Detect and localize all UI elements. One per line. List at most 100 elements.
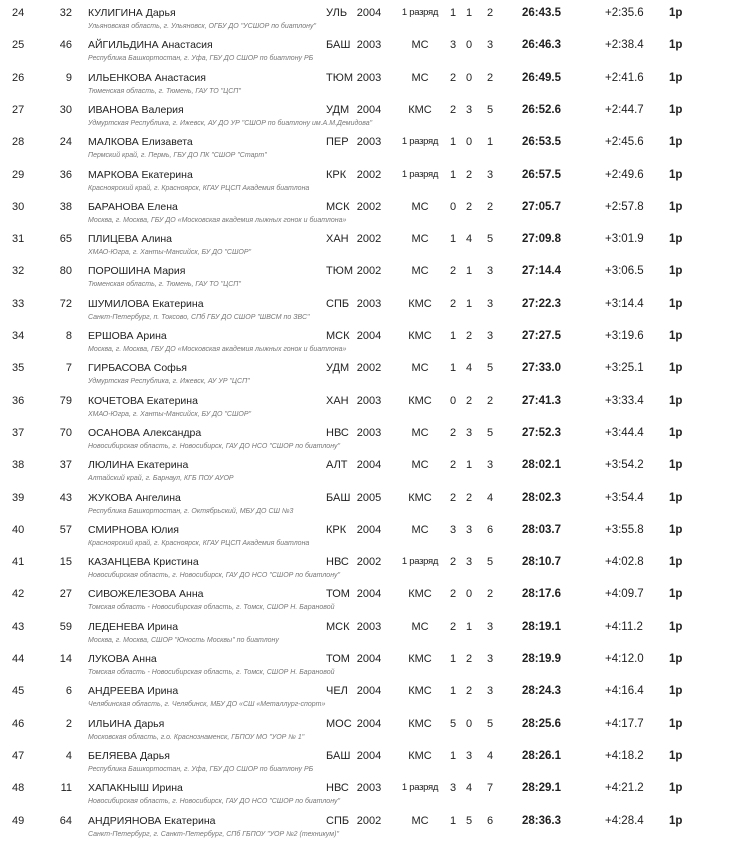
- shooting-1: 2: [449, 620, 457, 633]
- athlete-name: ГИРБАСОВА Софья: [88, 362, 187, 375]
- athlete-organization: Санкт-Петербург, п. Токсово, СПб ГБУ ДО …: [88, 313, 310, 321]
- time-behind: +4:02.8: [605, 556, 644, 569]
- shooting-total: 3: [486, 330, 494, 342]
- result-row: 45 6 АНДРЕЕВА Ирина ЧЕЛ 2004 КМС 1 2 3 28:24.3 +4:…: [0, 684, 750, 716]
- birth-year: 2004: [356, 685, 382, 698]
- finish-time: 28:10.7: [522, 556, 562, 569]
- time-behind: +4:11.2: [605, 620, 643, 633]
- finish-time: 26:43.5: [522, 7, 562, 19]
- result-row: 49 64 АНДРИЯНОВА Екатерина СПБ 2002 МС 1 5 6 28:3…: [0, 814, 750, 846]
- result-row: 46 2 ИЛЬИНА Дарья МОС 2004 КМС 5 0 5 28:25.6 +4:17…: [0, 717, 750, 749]
- shooting-1: 1: [449, 362, 457, 375]
- shooting-total: 3: [486, 297, 494, 310]
- athlete-name: ХАПАКНЫШ Ирина: [88, 782, 183, 795]
- region-code: УЛЬ: [326, 7, 348, 19]
- birth-year: 2005: [356, 491, 382, 504]
- time-behind: +2:38.4: [605, 39, 644, 52]
- shooting-1: 2: [449, 71, 457, 84]
- result-row: 39 43 ЖУКОВА Ангелина БАШ 2005 КМС 2 2 4 28:02.3 +…: [0, 491, 750, 523]
- region-code: ТЮМ: [326, 265, 353, 278]
- athlete-name: ОСАНОВА Александра: [88, 426, 202, 439]
- region-code: КРК: [326, 523, 347, 536]
- qualification: 1р: [669, 136, 683, 149]
- region-code: БАШ: [326, 749, 351, 762]
- result-row: 30 38 БАРАНОВА Елена МСК 2002 МС 0 2 2 27:05.7 +2:…: [0, 200, 750, 232]
- athlete-name: ПОРОШИНА Мария: [88, 265, 186, 278]
- athlete-name: ПЛИЦЕВА Алина: [88, 233, 172, 246]
- shooting-2: 2: [465, 394, 473, 407]
- finish-time: 28:02.3: [522, 491, 562, 504]
- shooting-2: 3: [465, 426, 473, 439]
- sport-rank: 1 разряд: [401, 7, 439, 18]
- qualification: 1р: [669, 39, 683, 52]
- region-code: БАШ: [326, 39, 351, 52]
- time-behind: +3:55.8: [605, 523, 644, 536]
- shooting-1: 1: [449, 7, 457, 19]
- athlete-organization: Москва, г. Москва, ГБУ ДО «Московская ак…: [88, 346, 347, 353]
- time-behind: +4:09.7: [605, 588, 644, 601]
- result-row: 34 8 ЕРШОВА Арина МСК 2004 КМС 1 2 3 27:27.5 +3:19…: [0, 329, 750, 361]
- time-behind: +2:35.6: [605, 7, 644, 19]
- athlete-name: ЛЮЛИНА Екатерина: [88, 459, 189, 472]
- qualification: 1р: [669, 685, 683, 698]
- time-behind: +3:06.5: [605, 265, 644, 278]
- shooting-2: 3: [465, 556, 473, 569]
- bib-cell: 37: [59, 459, 72, 472]
- sport-rank: КМС: [408, 653, 432, 665]
- time-behind: +2:45.6: [605, 136, 644, 149]
- place-cell: 41: [12, 556, 25, 569]
- birth-year: 2002: [356, 168, 382, 181]
- athlete-organization: Москва, г. Москва, ГБУ ДО «Московская ак…: [88, 216, 347, 224]
- time-behind: +3:54.2: [605, 459, 644, 472]
- bib-cell: 57: [59, 523, 72, 536]
- region-code: НВС: [326, 426, 349, 439]
- birth-year: 2004: [356, 330, 382, 342]
- finish-time: 28:03.7: [522, 523, 562, 536]
- place-cell: 48: [12, 782, 25, 795]
- qualification: 1р: [669, 71, 683, 84]
- athlete-name: СИВОЖЕЛЕЗОВА Анна: [88, 588, 204, 601]
- birth-year: 2004: [356, 7, 382, 19]
- place-cell: 39: [12, 491, 25, 504]
- athlete-organization: Тюменская область, г. Тюмень, ГАУ ТО "ЦС…: [88, 87, 241, 95]
- sport-rank: КМС: [408, 491, 432, 504]
- shooting-2: 2: [465, 653, 473, 665]
- birth-year: 2003: [356, 297, 382, 310]
- shooting-total: 5: [486, 556, 494, 569]
- finish-time: 28:19.9: [522, 653, 562, 665]
- athlete-name: ЛУКОВА Анна: [88, 653, 157, 665]
- shooting-1: 2: [449, 491, 457, 504]
- shooting-total: 5: [486, 103, 494, 116]
- region-code: МСК: [326, 330, 350, 342]
- finish-time: 26:57.5: [522, 168, 562, 181]
- time-behind: +4:17.7: [605, 717, 644, 730]
- result-row: 41 15 КАЗАНЦЕВА Кристина НВС 2002 1 разряд 2 3 5…: [0, 555, 750, 587]
- place-cell: 47: [12, 749, 25, 762]
- birth-year: 2002: [356, 265, 382, 278]
- shooting-1: 1: [449, 814, 457, 827]
- region-code: УДМ: [326, 362, 350, 375]
- qualification: 1р: [669, 297, 683, 310]
- birth-year: 2004: [356, 717, 382, 730]
- shooting-total: 6: [486, 523, 494, 536]
- athlete-organization: Московская область, г.о. Краснознаменск,…: [88, 733, 305, 741]
- time-behind: +4:21.2: [605, 782, 644, 795]
- shooting-1: 2: [449, 556, 457, 569]
- shooting-total: 2: [486, 200, 494, 213]
- region-code: АЛТ: [326, 459, 348, 472]
- region-code: ТОМ: [326, 653, 350, 665]
- finish-time: 26:53.5: [522, 136, 562, 149]
- athlete-name: ЖУКОВА Ангелина: [88, 491, 181, 504]
- sport-rank: КМС: [408, 394, 432, 407]
- bib-cell: 24: [59, 136, 72, 149]
- bib-cell: 32: [59, 7, 72, 19]
- qualification: 1р: [669, 653, 683, 665]
- shooting-2: 3: [465, 103, 473, 116]
- sport-rank: МС: [411, 620, 429, 633]
- time-behind: +3:44.4: [605, 426, 644, 439]
- bib-cell: 15: [59, 556, 72, 569]
- result-row: 33 72 ШУМИЛОВА Екатерина СПБ 2003 КМС 2 1 3 27:22…: [0, 297, 750, 329]
- shooting-1: 5: [449, 717, 457, 730]
- finish-time: 27:05.7: [522, 200, 562, 213]
- place-cell: 30: [12, 200, 25, 213]
